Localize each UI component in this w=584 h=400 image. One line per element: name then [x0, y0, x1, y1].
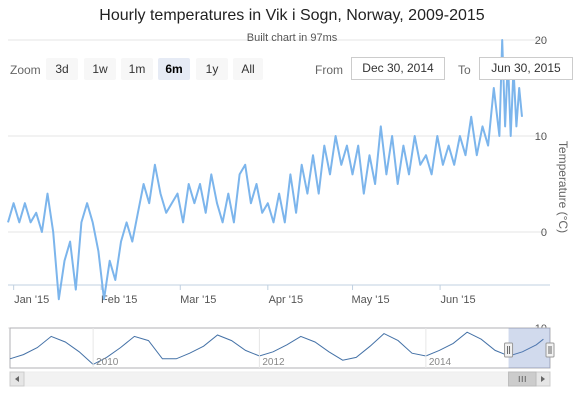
zoom-button-all[interactable]: All: [233, 58, 263, 80]
x-tick-label: Jan '15: [14, 294, 49, 306]
series-line[interactable]: [7, 39, 523, 301]
chart-title: Hourly temperatures in Vik i Sogn, Norwa…: [99, 7, 485, 24]
navigator-selection[interactable]: [508, 328, 550, 368]
scrollbar-track[interactable]: [9, 371, 551, 387]
x-tick-label: Mar '15: [180, 294, 216, 306]
y-tick-label: 20: [535, 35, 547, 47]
zoom-button-6m[interactable]: 6m: [158, 58, 190, 80]
range-to-input[interactable]: Jun 30, 2015: [479, 57, 573, 80]
zoom-label: Zoom: [10, 63, 41, 77]
navigator-handle-left[interactable]: [504, 342, 514, 358]
zoom-button-3d[interactable]: 3d: [46, 58, 78, 80]
zoom-button-1w[interactable]: 1w: [84, 58, 116, 80]
x-axis: Jan '15 Feb '15 Mar '15 Apr '15 May '15 Jun '…: [8, 284, 550, 306]
range-from-input[interactable]: Dec 30, 2014: [351, 57, 445, 80]
chart-subtitle: Built chart in 97ms: [246, 32, 338, 44]
navigator-tick-label: 2012: [262, 357, 285, 368]
navigator-tick-label: 2014: [429, 357, 452, 368]
x-tick-label: Apr '15: [269, 294, 304, 306]
y-axis-title: Temperature (°C): [556, 141, 570, 233]
y-tick-label: 0: [541, 227, 547, 239]
y-tick-label: 10: [535, 131, 547, 143]
temperature-series[interactable]: [7, 39, 523, 301]
range-from-label: From: [315, 63, 343, 77]
x-tick-label: Feb '15: [101, 294, 137, 306]
scrollbar[interactable]: [9, 371, 551, 387]
range-to-label: To: [458, 63, 471, 77]
zoom-button-1m[interactable]: 1m: [121, 58, 153, 80]
navigator[interactable]: 2010 2012 2014: [9, 327, 555, 369]
navigator-series: [9, 331, 544, 366]
arrow-left-icon: [15, 376, 19, 382]
arrow-right-icon: [541, 376, 545, 382]
zoom-button-1y[interactable]: 1y: [196, 58, 228, 80]
navigator-handle-right[interactable]: [545, 342, 555, 358]
x-tick-label: May '15: [351, 294, 389, 306]
navigator-tick-label: 2010: [96, 357, 119, 368]
x-tick-label: Jun '15: [441, 294, 476, 306]
